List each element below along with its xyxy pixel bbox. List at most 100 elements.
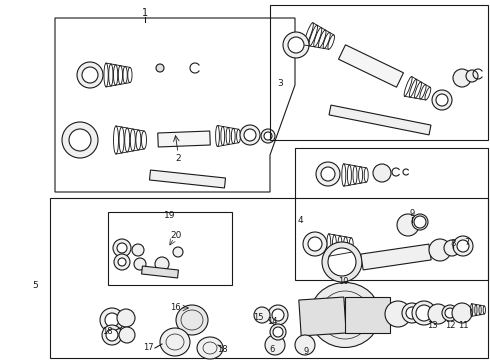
Polygon shape <box>345 297 390 333</box>
Text: 6: 6 <box>270 346 275 355</box>
Polygon shape <box>361 244 431 270</box>
Circle shape <box>106 329 118 341</box>
Bar <box>108 212 232 285</box>
Circle shape <box>414 216 426 228</box>
Circle shape <box>62 122 98 158</box>
Text: 18: 18 <box>102 328 113 337</box>
Circle shape <box>283 32 309 58</box>
Circle shape <box>288 37 304 53</box>
Text: 18: 18 <box>217 346 227 355</box>
Circle shape <box>412 301 436 325</box>
Circle shape <box>240 125 260 145</box>
Circle shape <box>457 240 469 252</box>
Circle shape <box>69 129 91 151</box>
Circle shape <box>416 305 432 321</box>
Text: 10: 10 <box>338 278 348 287</box>
Text: 2: 2 <box>175 153 181 162</box>
Text: 7: 7 <box>465 238 470 247</box>
Circle shape <box>117 243 127 253</box>
Text: 15: 15 <box>253 312 263 321</box>
Circle shape <box>429 239 451 261</box>
Circle shape <box>261 129 275 143</box>
Text: 8: 8 <box>450 239 456 248</box>
Text: 17: 17 <box>143 343 153 352</box>
Circle shape <box>373 164 391 182</box>
Circle shape <box>244 129 256 141</box>
Circle shape <box>173 247 183 257</box>
Circle shape <box>316 162 340 186</box>
Text: 3: 3 <box>277 78 283 87</box>
Bar <box>50 198 488 358</box>
Text: 19: 19 <box>164 211 176 220</box>
Text: 13: 13 <box>427 320 437 329</box>
Circle shape <box>322 242 362 282</box>
Circle shape <box>402 303 422 323</box>
Circle shape <box>385 301 411 327</box>
Circle shape <box>118 258 126 266</box>
Circle shape <box>114 254 130 270</box>
Circle shape <box>337 257 347 267</box>
Polygon shape <box>142 266 178 278</box>
Text: 9: 9 <box>409 208 415 217</box>
Circle shape <box>445 308 455 318</box>
Circle shape <box>82 67 98 83</box>
Text: 11: 11 <box>458 321 468 330</box>
Text: 5: 5 <box>32 280 38 289</box>
Text: 1: 1 <box>142 8 148 18</box>
Bar <box>270 5 488 140</box>
Text: 14: 14 <box>267 318 277 327</box>
Circle shape <box>64 124 96 156</box>
Circle shape <box>295 335 315 355</box>
Circle shape <box>273 327 283 337</box>
Circle shape <box>265 335 285 355</box>
Ellipse shape <box>197 337 223 359</box>
Circle shape <box>466 70 478 82</box>
Bar <box>295 148 488 280</box>
Circle shape <box>117 309 135 327</box>
Circle shape <box>156 64 164 72</box>
Circle shape <box>428 304 448 324</box>
Circle shape <box>75 135 85 145</box>
Polygon shape <box>158 131 210 147</box>
Circle shape <box>119 327 135 343</box>
Circle shape <box>268 305 288 325</box>
Circle shape <box>432 90 452 110</box>
Text: 20: 20 <box>171 230 182 239</box>
Circle shape <box>105 313 119 327</box>
Circle shape <box>272 309 284 321</box>
Circle shape <box>453 69 471 87</box>
Circle shape <box>412 214 428 230</box>
Text: 12: 12 <box>445 320 455 329</box>
Circle shape <box>308 237 322 251</box>
Circle shape <box>77 62 103 88</box>
Circle shape <box>453 236 473 256</box>
Text: 16: 16 <box>170 303 180 312</box>
Polygon shape <box>329 105 431 135</box>
Circle shape <box>134 258 146 270</box>
Circle shape <box>436 94 448 106</box>
Text: 4: 4 <box>298 216 304 225</box>
Circle shape <box>397 214 419 236</box>
Circle shape <box>442 305 458 321</box>
Circle shape <box>452 303 472 323</box>
Polygon shape <box>149 170 225 188</box>
Circle shape <box>100 308 124 332</box>
Circle shape <box>113 239 131 257</box>
Polygon shape <box>339 45 403 87</box>
Ellipse shape <box>160 328 190 356</box>
Circle shape <box>264 132 272 140</box>
Circle shape <box>155 257 169 271</box>
Circle shape <box>102 325 122 345</box>
Ellipse shape <box>310 283 380 347</box>
Circle shape <box>254 307 270 323</box>
Circle shape <box>270 324 286 340</box>
Circle shape <box>406 307 418 319</box>
Ellipse shape <box>176 305 208 335</box>
Circle shape <box>132 244 144 256</box>
Circle shape <box>321 167 335 181</box>
Circle shape <box>324 244 360 280</box>
Text: 9: 9 <box>303 347 309 356</box>
Polygon shape <box>299 297 346 336</box>
Circle shape <box>444 240 460 256</box>
Circle shape <box>303 232 327 256</box>
